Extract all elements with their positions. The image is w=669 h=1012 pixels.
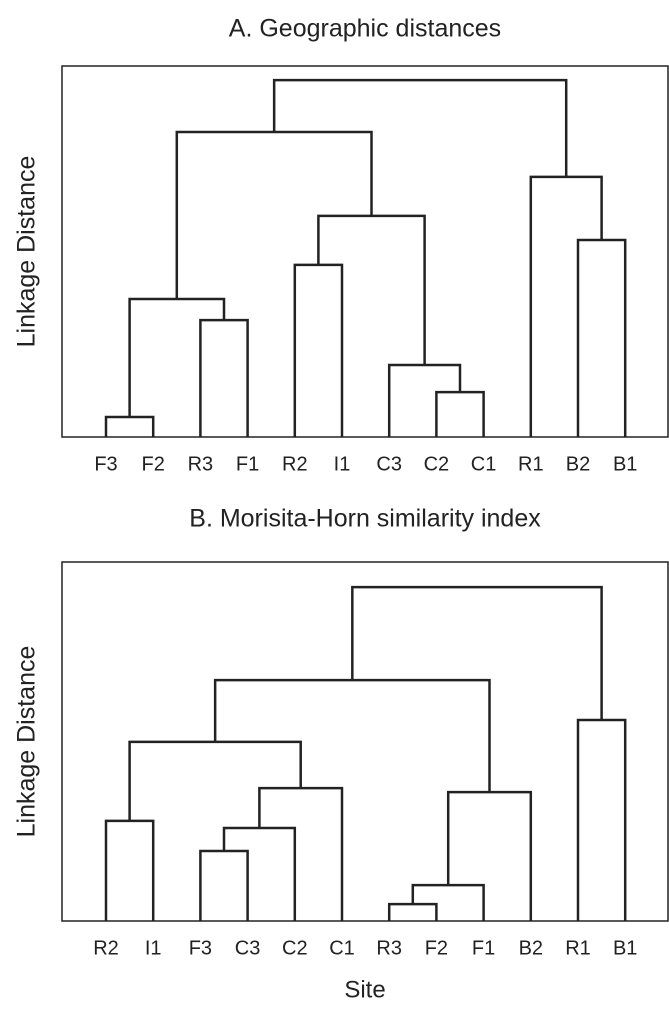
leaf-label: C1 xyxy=(329,937,355,959)
merge-link xyxy=(128,297,226,417)
leaf-label: F3 xyxy=(94,453,117,475)
merge-link xyxy=(258,786,344,921)
merge-link xyxy=(199,318,249,437)
merge-link xyxy=(104,819,155,921)
merge-link xyxy=(293,263,344,437)
merge-link xyxy=(128,740,302,821)
x-axis-label: Site xyxy=(344,976,385,1003)
merge-link xyxy=(387,902,438,921)
merge-link xyxy=(576,718,627,921)
plot-frame xyxy=(61,561,669,922)
merge-link xyxy=(387,363,462,437)
merge-link xyxy=(199,849,249,921)
plot-frame xyxy=(61,65,669,438)
leaf-label: R1 xyxy=(518,453,544,475)
chart-title: B. Morisita-Horn similarity index xyxy=(189,505,541,533)
merge-link xyxy=(222,826,297,921)
merge-link xyxy=(529,175,603,437)
leaf-label: F2 xyxy=(425,937,448,959)
leaf-label: B1 xyxy=(613,937,637,959)
leaf-label: C2 xyxy=(424,453,450,475)
merge-link xyxy=(104,415,155,437)
leaf-label: C1 xyxy=(471,453,497,475)
leaf-label: R3 xyxy=(188,453,214,475)
y-axis-label: Linkage Distance xyxy=(13,156,41,348)
leaf-label: F2 xyxy=(142,453,165,475)
leaf-label: C2 xyxy=(282,937,308,959)
leaf-label: F1 xyxy=(472,937,495,959)
leaf-label: R1 xyxy=(565,937,591,959)
leaf-label: R2 xyxy=(93,937,119,959)
leaf-label: B2 xyxy=(566,453,590,475)
leaf-label: C3 xyxy=(235,937,261,959)
merge-link xyxy=(435,390,485,437)
leaf-label: C3 xyxy=(376,453,402,475)
leaf-label: F3 xyxy=(189,937,212,959)
merge-link xyxy=(317,214,426,366)
chart-title: A. Geographic distances xyxy=(229,15,501,43)
merge-link xyxy=(576,238,627,437)
leaf-label: R2 xyxy=(282,453,308,475)
leaf-label: F1 xyxy=(236,453,259,475)
leaf-label: R3 xyxy=(376,937,402,959)
leaf-label: I1 xyxy=(145,937,162,959)
merge-link xyxy=(272,78,568,177)
leaf-label: B2 xyxy=(519,937,543,959)
merge-link xyxy=(446,790,533,921)
merge-link xyxy=(351,585,603,720)
leaf-label: B1 xyxy=(613,453,637,475)
merge-link xyxy=(213,678,491,793)
y-axis-label: Linkage Distance xyxy=(13,646,41,838)
leaf-label: I1 xyxy=(334,453,351,475)
